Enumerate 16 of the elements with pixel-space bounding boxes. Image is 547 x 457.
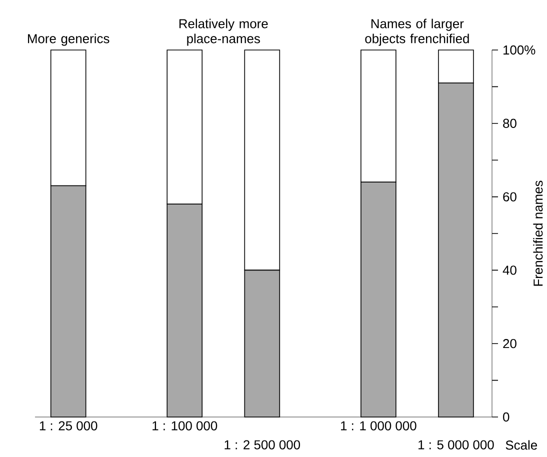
y-tick-label: 0	[503, 412, 510, 422]
y-tick-label: 40	[502, 266, 516, 275]
text: Names of larger objects frenchified	[365, 18, 469, 46]
y-tick-label: 20	[503, 339, 516, 348]
text: Relatively more place-names	[179, 18, 268, 46]
x-tick-label: 1 : 1 000 000	[341, 421, 416, 430]
x-tick-label: 1 : 25 000	[40, 421, 98, 430]
x-tick-label: 1 : 100 000	[152, 421, 218, 430]
x-axis-title: Scale	[506, 440, 538, 450]
text: More generics	[28, 34, 110, 46]
y-axis-title: Frenchified names	[533, 180, 543, 286]
x-tick-label: 1 : 2 500 000	[224, 440, 300, 450]
y-tick-label: 60	[503, 192, 516, 202]
y-tick-label: 80	[503, 118, 516, 128]
y-tick-label: 100%	[504, 45, 536, 55]
x-tick-label: 1 : 5 000 000	[418, 440, 494, 450]
